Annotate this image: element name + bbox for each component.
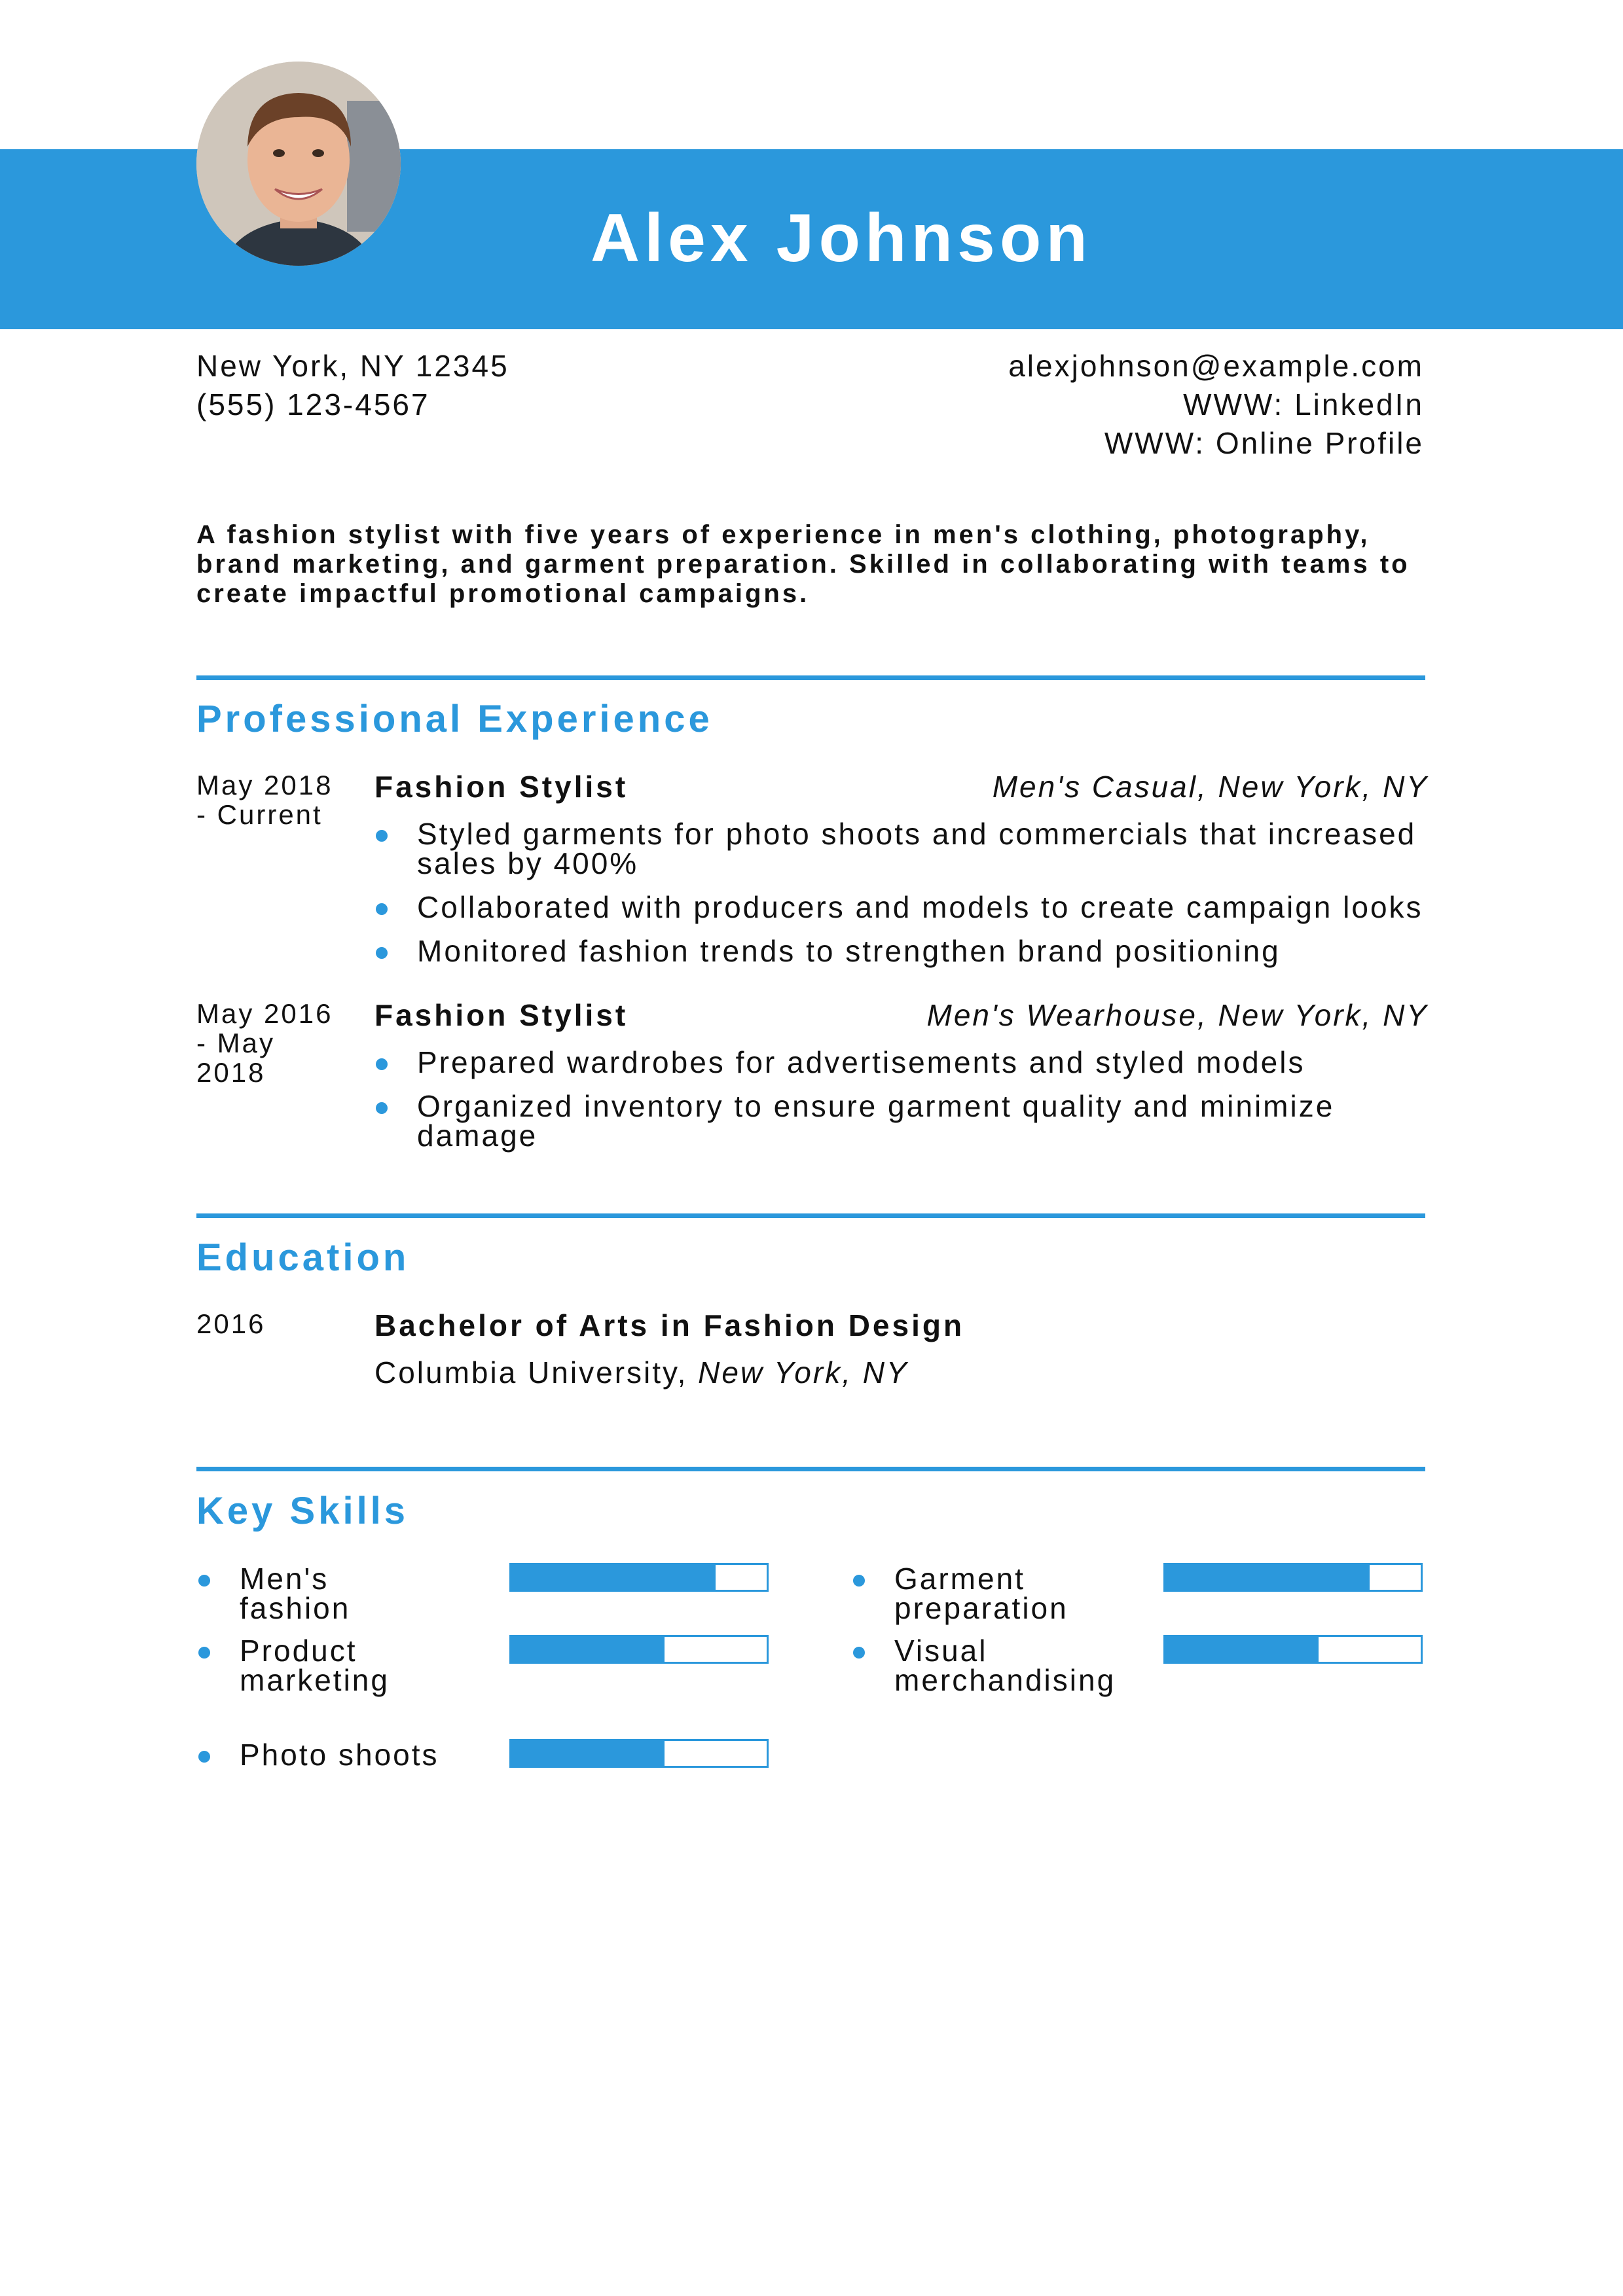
bullet-icon [376, 947, 388, 959]
skill-name: Product marketing [240, 1634, 390, 1697]
bullet-icon [376, 1058, 388, 1070]
bullet-icon [853, 1647, 865, 1659]
section-heading-skills: Key Skills [196, 1490, 409, 1532]
job-bullet: Organized inventory to ensure garment qu… [417, 1089, 1335, 1153]
divider [196, 1213, 1425, 1218]
degree: Bachelor of Arts in Fashion Design [374, 1308, 965, 1342]
skill-level-fill [1165, 1565, 1370, 1590]
bullet-icon [376, 903, 388, 915]
skill-name: Garment preparation [894, 1562, 1068, 1625]
skill-level-bar [1163, 1635, 1423, 1664]
contact-left: New York, NY 12345 (555) 123-4567 [196, 347, 509, 424]
divider [196, 1467, 1425, 1471]
skill-level-fill [1165, 1637, 1319, 1662]
job-bullet: Collaborated with producers and models t… [417, 890, 1423, 924]
skill-level-fill [511, 1741, 665, 1766]
job-bullet: Monitored fashion trends to strengthen b… [417, 934, 1281, 968]
skill-name: Photo shoots [240, 1738, 439, 1772]
job-bullet: Styled garments for photo shoots and com… [417, 817, 1417, 880]
phone: (555) 123-4567 [196, 387, 430, 422]
school-name: Columbia University, [374, 1355, 688, 1390]
school: Columbia University, New York, NY [374, 1355, 909, 1390]
education-year: 2016 [196, 1308, 266, 1339]
section-heading-experience: Professional Experience [196, 698, 713, 740]
bullet-icon [198, 1751, 210, 1763]
job-title: Fashion Stylist [374, 998, 629, 1032]
skill-level-bar [1163, 1563, 1423, 1592]
skill-level-fill [511, 1637, 665, 1662]
bullet-icon [198, 1647, 210, 1659]
online-profile-link[interactable]: WWW: Online Profile [1104, 426, 1424, 460]
divider [196, 675, 1425, 680]
email-link[interactable]: alexjohnson@example.com [1008, 349, 1424, 383]
section-heading-education: Education [196, 1236, 410, 1279]
skill-level-bar [509, 1563, 769, 1592]
address: New York, NY 12345 [196, 349, 509, 383]
skill-level-bar [509, 1635, 769, 1664]
job-company: Men's Casual, New York, NY [992, 770, 1429, 804]
job-date: May 2016 - May 2018 [196, 998, 333, 1088]
skill-name: Men's fashion [240, 1562, 351, 1625]
summary: A fashion stylist with five years of exp… [196, 520, 1410, 608]
job-date: May 2018 - Current [196, 770, 333, 830]
skill-level-bar [509, 1739, 769, 1768]
skill-level-fill [511, 1565, 716, 1590]
job-title: Fashion Stylist [374, 770, 629, 804]
bullet-icon [853, 1575, 865, 1587]
bullet-icon [198, 1575, 210, 1587]
linkedin-link[interactable]: WWW: LinkedIn [1183, 387, 1424, 422]
job-bullet: Prepared wardrobes for advertisements an… [417, 1045, 1305, 1079]
skill-name: Visual merchandising [894, 1634, 1116, 1697]
school-location: New York, NY [698, 1355, 909, 1390]
bullet-icon [376, 1102, 388, 1114]
job-company: Men's Wearhouse, New York, NY [926, 998, 1429, 1032]
contact-right: alexjohnson@example.com WWW: LinkedIn WW… [1008, 347, 1424, 463]
profile-photo [196, 62, 401, 266]
candidate-name: Alex Johnson [591, 200, 1092, 276]
bullet-icon [376, 830, 388, 842]
